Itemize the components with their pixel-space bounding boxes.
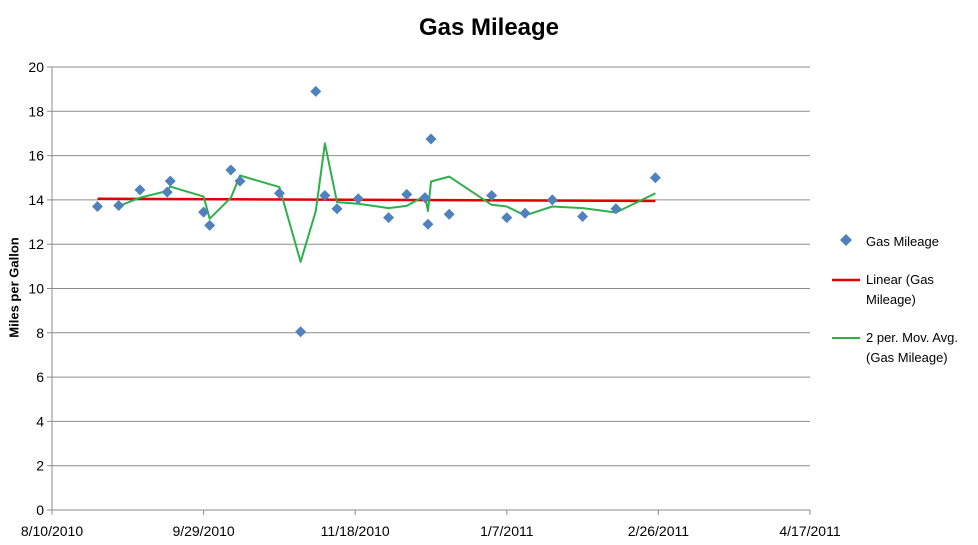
y-tick-label: 16: [28, 148, 44, 164]
data-point-marker: [422, 218, 434, 230]
legend-item-gas-mileage: Gas Mileage: [832, 230, 972, 250]
data-point-marker: [198, 206, 210, 218]
y-tick-label: 0: [36, 502, 44, 518]
x-tick-label: 4/17/2011: [779, 523, 840, 539]
y-tick-label: 4: [36, 413, 44, 429]
y-tick-label: 6: [36, 369, 44, 385]
data-point-marker: [352, 193, 364, 205]
y-tick-label: 20: [28, 59, 44, 75]
data-point-marker: [113, 199, 125, 211]
trendline-linear: [97, 197, 656, 203]
data-point-marker: [91, 201, 103, 213]
data-point-marker: [519, 207, 531, 219]
data-point-marker: [501, 212, 513, 224]
legend-item-linear: Linear (Gas Mileage): [832, 268, 972, 308]
data-point-marker: [401, 188, 413, 200]
legend: Gas Mileage Linear (Gas Mileage) 2 per. …: [832, 230, 972, 384]
data-point-marker: [310, 85, 322, 97]
data-point-marker: [273, 187, 285, 199]
legend-label-gas-mileage: Gas Mileage: [866, 234, 939, 249]
legend-diamond-marker: [840, 234, 852, 246]
x-tick-label: 1/7/2011: [480, 523, 534, 539]
data-point-marker: [577, 211, 589, 223]
legend-label-moving-avg: 2 per. Mov. Avg. (Gas Mileage): [866, 330, 959, 365]
data-point-marker: [134, 184, 146, 196]
data-point-marker: [295, 326, 307, 338]
y-tick-label: 12: [28, 236, 44, 252]
data-point-marker: [610, 203, 622, 215]
data-point-marker: [486, 189, 498, 201]
chart-title: Gas Mileage: [418, 14, 560, 41]
data-point-marker: [331, 203, 343, 215]
x-tick-label: 2/26/2011: [628, 523, 689, 539]
x-tick-label: 11/18/2010: [321, 523, 390, 539]
x-tick-label: 9/29/2010: [172, 523, 234, 539]
legend-line-red: [832, 278, 860, 282]
legend-item-moving-avg: 2 per. Mov. Avg. (Gas Mileage): [832, 326, 972, 366]
legend-line-green: [832, 337, 860, 339]
y-tick-label: 14: [28, 192, 44, 208]
data-point-marker: [319, 189, 331, 201]
data-point-marker: [546, 194, 558, 206]
data-point-marker: [383, 212, 395, 224]
data-point-marker: [204, 219, 216, 231]
data-point-marker: [225, 164, 237, 176]
y-tick-label: 8: [36, 325, 44, 341]
data-point-marker: [419, 192, 431, 204]
data-point-marker: [161, 186, 173, 198]
data-point-marker: [234, 175, 246, 187]
data-point-marker: [425, 133, 437, 145]
data-point-marker: [164, 175, 176, 187]
data-point-marker: [649, 172, 661, 184]
data-point-marker: [443, 208, 455, 220]
y-tick-label: 10: [28, 281, 44, 297]
y-tick-label: 18: [28, 103, 44, 119]
x-tick-label: 8/10/2010: [21, 523, 83, 539]
legend-label-linear: Linear (Gas Mileage): [866, 272, 934, 307]
y-tick-label: 2: [36, 458, 44, 474]
